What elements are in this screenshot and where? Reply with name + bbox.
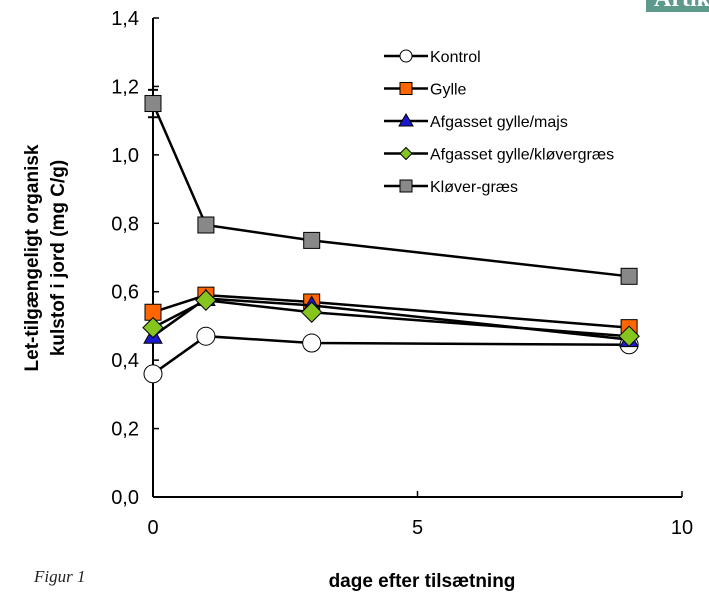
x-tick-label: 10	[671, 517, 693, 539]
legend-marker	[399, 146, 413, 161]
y-axis-label-line1: Let-tilgængeligt organisk	[22, 144, 43, 371]
header-tab-label: Artikler	[654, 0, 709, 12]
legend-marker	[399, 82, 413, 95]
data-point	[620, 267, 638, 285]
x-tick-label: 5	[412, 517, 423, 539]
data-point	[303, 231, 321, 249]
legend-entry-4: Kløver-græs	[384, 179, 518, 196]
x-axis-label: dage efter tilsætning	[329, 571, 516, 592]
y-tick-label: 0,2	[111, 419, 139, 441]
header-tab: Artikler	[646, 0, 709, 12]
data-point	[300, 301, 323, 323]
series-4	[144, 95, 638, 285]
y-tick-label: 0,4	[111, 350, 139, 372]
legend-label: Kontrol	[430, 49, 481, 66]
legend-marker	[399, 49, 413, 63]
y-tick-label: 1,2	[111, 76, 139, 98]
series-line	[151, 103, 630, 278]
y-tick-label: 1,4	[111, 8, 139, 30]
legend-label: Afgasset gylle/kløvergræs	[430, 147, 614, 164]
series-line	[152, 297, 630, 341]
y-tick-label: 0,0	[111, 487, 139, 509]
y-tick-label: 1,0	[111, 145, 139, 167]
series-1	[144, 286, 638, 337]
y-tick-label: 0,8	[111, 213, 139, 235]
legend-label: Kløver-græs	[430, 179, 518, 196]
data-point	[195, 289, 217, 311]
data-point	[618, 325, 640, 347]
x-tick-label: 0	[147, 517, 158, 539]
legend-label: Afgasset gylle/majs	[430, 114, 568, 131]
series-line	[152, 293, 630, 329]
series-0	[143, 326, 639, 384]
legend-entry-1: Gylle	[384, 82, 467, 99]
y-axis-label-line2: kulstof i jord (mg C/g)	[48, 160, 69, 356]
data-point	[302, 333, 322, 353]
figure-label: Figur 1	[34, 567, 86, 586]
series-line	[152, 334, 630, 375]
series-line	[152, 298, 630, 338]
data-point	[144, 95, 162, 113]
data-point	[196, 326, 216, 346]
y-tick-label: 0,6	[111, 282, 139, 304]
legend-marker	[398, 113, 414, 127]
legend-entry-0: Kontrol	[384, 49, 481, 66]
legend-label: Gylle	[430, 82, 467, 99]
data-point	[142, 316, 164, 339]
legend-entry-3: Afgasset gylle/kløvergræs	[384, 147, 614, 164]
legend-marker	[399, 179, 413, 193]
legend-entry-2: Afgasset gylle/majs	[384, 113, 568, 131]
data-point	[197, 216, 215, 234]
series-3	[142, 289, 640, 347]
data-point	[143, 364, 163, 384]
